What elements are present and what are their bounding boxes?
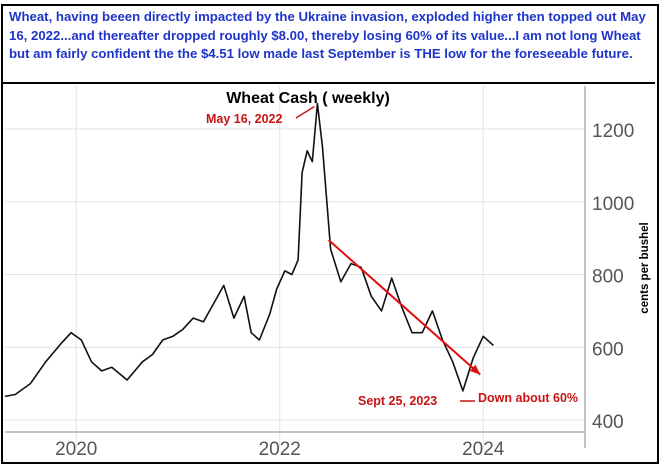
y-tick-labels: 400 600 800 1000 1200 (592, 121, 634, 433)
x-tick-2020: 2020 (55, 439, 97, 460)
trend-arrow-line (327, 239, 481, 376)
chart-title: Wheat Cash ( weekly) (226, 90, 390, 107)
grid-lines (5, 86, 586, 448)
x-tick-2024: 2024 (462, 439, 505, 460)
y-axis-label: cents per bushel (639, 222, 651, 313)
x-tick-2022: 2022 (259, 439, 301, 460)
y-tick-400: 400 (592, 412, 624, 433)
annotation-sept-25-2023: Sept 25, 2023 (358, 394, 437, 408)
y-tick-600: 600 (592, 339, 624, 360)
annotation-pointer-peak (295, 105, 315, 119)
annotation-down-60: Down about 60% (478, 391, 578, 405)
x-tick-labels: 2020 2022 2024 (55, 439, 505, 460)
caption-text: Wheat, having beeen directly impacted by… (3, 6, 655, 84)
trend-arrow-head (469, 364, 481, 375)
series-line-wheat (4, 102, 494, 398)
y-tick-1000: 1000 (592, 194, 634, 215)
annotations: May 16, 2022 Sept 25, 2023 Down about 60% (206, 105, 578, 408)
trend-arrow (327, 239, 481, 376)
annotation-may-16-2022: May 16, 2022 (206, 112, 282, 126)
y-tick-800: 800 (592, 267, 624, 288)
y-tick-1200: 1200 (592, 121, 634, 142)
